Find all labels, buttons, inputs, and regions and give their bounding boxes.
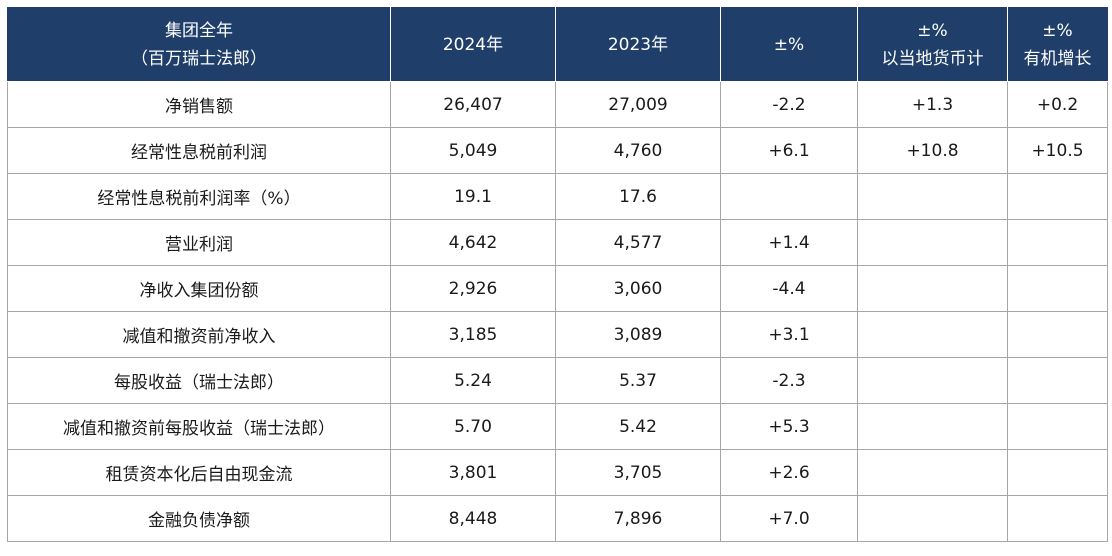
cell-local: +1.3 xyxy=(857,81,1008,128)
row-label: 金融负债净额 xyxy=(7,495,391,542)
table-row: 租赁资本化后自由现金流 3,801 3,705 +2.6 xyxy=(7,449,1108,496)
cell-change: +7.0 xyxy=(720,495,858,542)
cell-2023: 3,089 xyxy=(555,311,721,358)
header-year-2024: 2024年 xyxy=(390,7,556,82)
cell-2024: 5,049 xyxy=(390,127,556,174)
cell-change: -2.3 xyxy=(720,357,858,404)
cell-2024: 8,448 xyxy=(390,495,556,542)
table-body: 净销售额 26,407 27,009 -2.2 +1.3 +0.2 经常性息税前… xyxy=(7,81,1108,542)
header-metric: 集团全年 （百万瑞士法郎） xyxy=(7,7,391,82)
cell-2024: 2,926 xyxy=(390,265,556,312)
cell-change: +1.4 xyxy=(720,219,858,266)
cell-2024: 19.1 xyxy=(390,173,556,220)
row-label: 净收入集团份额 xyxy=(7,265,391,312)
cell-local: +10.8 xyxy=(857,127,1008,174)
cell-local xyxy=(857,357,1008,404)
cell-change: +5.3 xyxy=(720,403,858,450)
cell-change: +3.1 xyxy=(720,311,858,358)
row-label: 经常性息税前利润 xyxy=(7,127,391,174)
cell-2024: 5.70 xyxy=(390,403,556,450)
table-row: 净收入集团份额 2,926 3,060 -4.4 xyxy=(7,265,1108,312)
cell-2024: 5.24 xyxy=(390,357,556,404)
header-local-currency: ±% 以当地货币计 xyxy=(857,7,1008,82)
header-metric-line1: 集团全年 xyxy=(165,20,233,41)
cell-2023: 5.37 xyxy=(555,357,721,404)
table-row: 营业利润 4,642 4,577 +1.4 xyxy=(7,219,1108,266)
cell-2023: 3,705 xyxy=(555,449,721,496)
cell-local xyxy=(857,403,1008,450)
header-local-line1: ±% xyxy=(917,20,948,41)
header-local-line2: 以当地货币计 xyxy=(881,48,984,69)
cell-2024: 26,407 xyxy=(390,81,556,128)
cell-organic xyxy=(1007,403,1108,450)
table-row: 经常性息税前利润 5,049 4,760 +6.1 +10.8 +10.5 xyxy=(7,127,1108,174)
table-row: 金融负债净额 8,448 7,896 +7.0 xyxy=(7,495,1108,542)
cell-change: +2.6 xyxy=(720,449,858,496)
cell-organic xyxy=(1007,495,1108,542)
table-row: 减值和撤资前净收入 3,185 3,089 +3.1 xyxy=(7,311,1108,358)
cell-2023: 3,060 xyxy=(555,265,721,312)
cell-2024: 3,801 xyxy=(390,449,556,496)
cell-local xyxy=(857,265,1008,312)
cell-organic xyxy=(1007,173,1108,220)
header-organic-line1: ±% xyxy=(1042,20,1073,41)
cell-change: -2.2 xyxy=(720,81,858,128)
cell-local xyxy=(857,495,1008,542)
header-metric-line2: （百万瑞士法郎） xyxy=(131,48,267,69)
cell-2023: 4,577 xyxy=(555,219,721,266)
row-label: 租赁资本化后自由现金流 xyxy=(7,449,391,496)
row-label: 营业利润 xyxy=(7,219,391,266)
cell-organic xyxy=(1007,449,1108,496)
cell-2024: 3,185 xyxy=(390,311,556,358)
table-row: 净销售额 26,407 27,009 -2.2 +1.3 +0.2 xyxy=(7,81,1108,128)
cell-organic: +0.2 xyxy=(1007,81,1108,128)
cell-change: -4.4 xyxy=(720,265,858,312)
table-header: 集团全年 （百万瑞士法郎） 2024年 2023年 ±% ±% 以当地货币计 ±… xyxy=(7,7,1108,82)
cell-local xyxy=(857,173,1008,220)
table-row: 每股收益（瑞士法郎） 5.24 5.37 -2.3 xyxy=(7,357,1108,404)
cell-organic: +10.5 xyxy=(1007,127,1108,174)
header-year-2023: 2023年 xyxy=(555,7,721,82)
cell-organic xyxy=(1007,311,1108,358)
table-row: 经常性息税前利润率（%） 19.1 17.6 xyxy=(7,173,1108,220)
cell-2023: 5.42 xyxy=(555,403,721,450)
row-label: 减值和撤资前净收入 xyxy=(7,311,391,358)
cell-2024: 4,642 xyxy=(390,219,556,266)
header-organic-line2: 有机增长 xyxy=(1023,48,1092,69)
row-label: 经常性息税前利润率（%） xyxy=(7,173,391,220)
row-label: 减值和撤资前每股收益（瑞士法郎） xyxy=(7,403,391,450)
financial-summary: 集团全年 （百万瑞士法郎） 2024年 2023年 ±% ±% 以当地货币计 ±… xyxy=(7,7,1108,542)
cell-change: +6.1 xyxy=(720,127,858,174)
cell-2023: 27,009 xyxy=(555,81,721,128)
cell-organic xyxy=(1007,357,1108,404)
cell-organic xyxy=(1007,219,1108,266)
table-row: 减值和撤资前每股收益（瑞士法郎） 5.70 5.42 +5.3 xyxy=(7,403,1108,450)
financial-table: 集团全年 （百万瑞士法郎） 2024年 2023年 ±% ±% 以当地货币计 ±… xyxy=(7,7,1108,542)
header-organic: ±% 有机增长 xyxy=(1007,7,1108,82)
header-row: 集团全年 （百万瑞士法郎） 2024年 2023年 ±% ±% 以当地货币计 ±… xyxy=(7,7,1108,82)
cell-organic xyxy=(1007,265,1108,312)
cell-local xyxy=(857,449,1008,496)
cell-2023: 17.6 xyxy=(555,173,721,220)
row-label: 每股收益（瑞士法郎） xyxy=(7,357,391,404)
cell-change xyxy=(720,173,858,220)
cell-local xyxy=(857,311,1008,358)
row-label: 净销售额 xyxy=(7,81,391,128)
header-change: ±% xyxy=(720,7,858,82)
cell-2023: 4,760 xyxy=(555,127,721,174)
cell-2023: 7,896 xyxy=(555,495,721,542)
cell-local xyxy=(857,219,1008,266)
